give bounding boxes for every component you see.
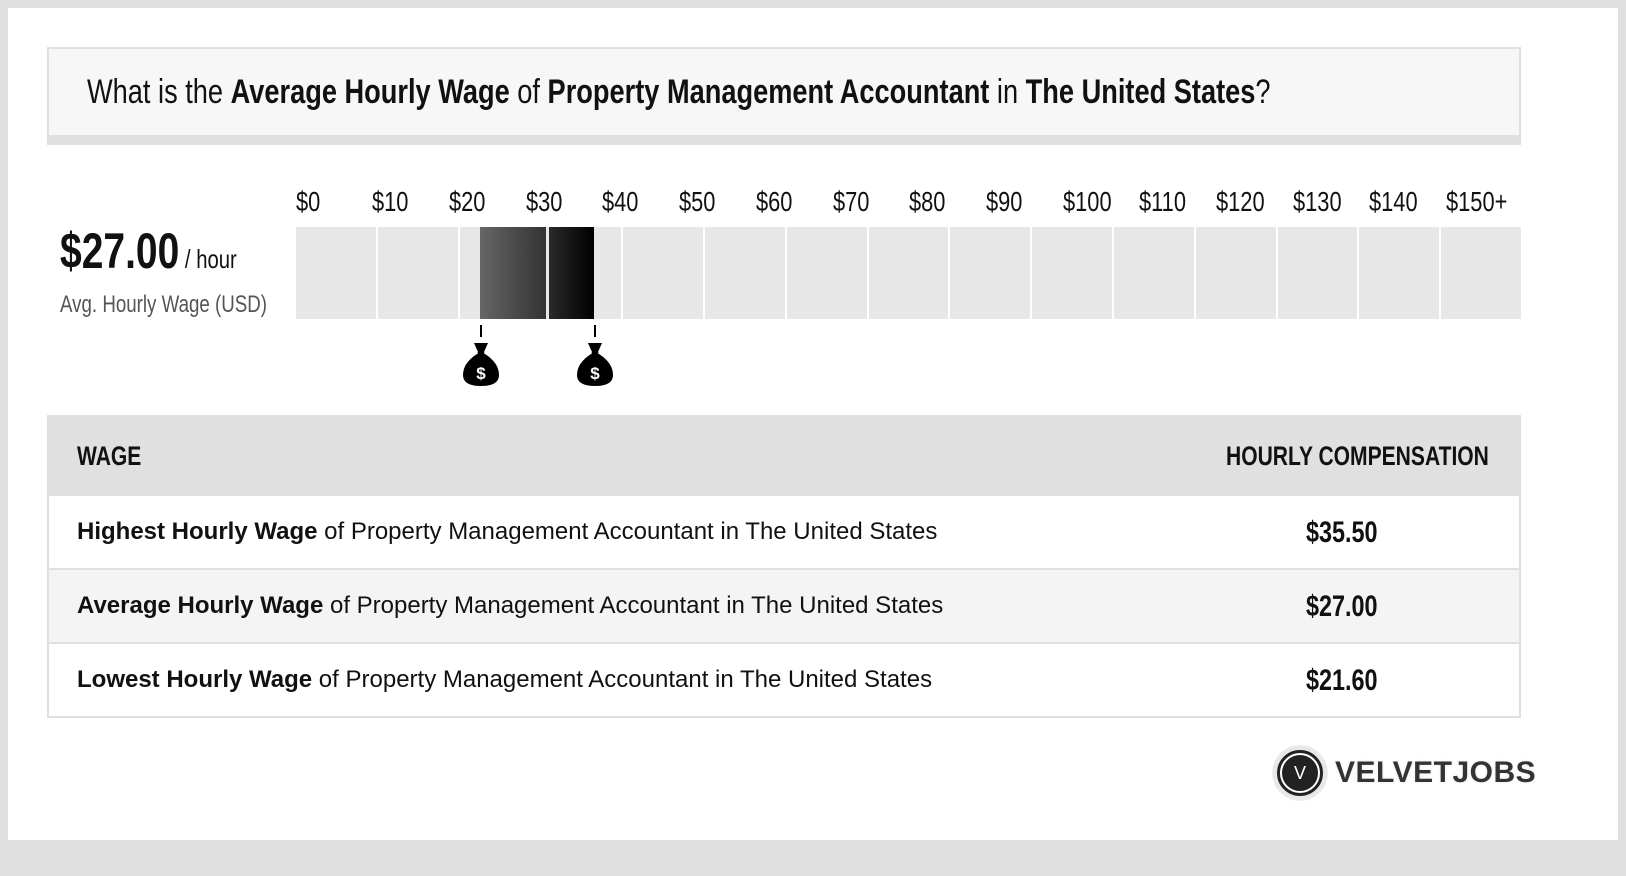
infographic-frame: What is the Average Hourly Wage of Prope…: [8, 8, 1618, 840]
table-header: WAGE HOURLY COMPENSATION: [49, 417, 1519, 494]
scale-tick: $130: [1293, 186, 1342, 217]
scale-tick: $0: [296, 186, 321, 217]
brand-name: VELVETJOBS: [1335, 756, 1537, 789]
scale-tick: $50: [679, 186, 716, 217]
average-wage-value: $27.00 / hour: [60, 223, 237, 279]
scale-tick: $20: [449, 186, 486, 217]
table-row-lowest: Lowest Hourly Wage of Property Managemen…: [49, 642, 1519, 716]
scale-segment: [950, 227, 1031, 319]
average-wage-label: Avg. Hourly Wage (USD): [60, 291, 268, 318]
header-wage: WAGE: [77, 441, 142, 471]
scale-tick: $100: [1063, 186, 1112, 217]
scale-tick: $70: [833, 186, 870, 217]
scale-tick: $30: [526, 186, 563, 217]
scale-tick: $120: [1216, 186, 1265, 217]
row-value: $35.50: [1306, 516, 1378, 549]
table-row-average: Average Hourly Wage of Property Manageme…: [49, 568, 1519, 642]
row-value: $27.00: [1306, 590, 1378, 623]
scale-segment: [623, 227, 703, 319]
title-box: What is the Average Hourly Wage of Prope…: [47, 47, 1521, 145]
row-label: Lowest Hourly Wage of Property Managemen…: [77, 666, 933, 693]
scale-segment: [1114, 227, 1194, 319]
wage-range-bar: $ $: [296, 227, 1521, 386]
table-row-highest: Highest Hourly Wage of Property Manageme…: [49, 494, 1519, 568]
scale-tick: $80: [909, 186, 946, 217]
logo-badge-icon: V: [1273, 746, 1327, 800]
wage-table: WAGE HOURLY COMPENSATION Highest Hourly …: [47, 415, 1521, 718]
scale-segment: [868, 227, 949, 319]
scale-segment: [1359, 227, 1440, 319]
svg-text:$: $: [590, 364, 600, 383]
scale-segment: [1195, 227, 1276, 319]
scale-segment: [377, 227, 458, 319]
page-title: What is the Average Hourly Wage of Prope…: [87, 73, 1271, 111]
velvetjobs-logo[interactable]: V VELVETJOBS: [1273, 745, 1536, 801]
scale-ticks: $0 $10 $20 $30 $40 $50 $60 $70 $80 $90 $100 $110 $12…: [296, 186, 1526, 226]
scale-segment: [786, 227, 867, 319]
row-value: $21.60: [1306, 664, 1378, 697]
scale-segment: [1032, 227, 1112, 319]
scale-tick: $60: [756, 186, 793, 217]
scale-segment: [296, 227, 376, 319]
money-bag-icon: $: [461, 341, 501, 387]
row-label: Average Hourly Wage of Property Manageme…: [77, 592, 944, 619]
average-wage: $27.00 / hour: [60, 222, 287, 280]
marker-low: [480, 325, 482, 337]
range-low-to-average: [480, 227, 546, 319]
money-bag-icon: $: [575, 341, 615, 387]
scale-tick: $140: [1369, 186, 1418, 217]
scale-tick: $150+: [1446, 186, 1508, 217]
scale-segment: [1441, 227, 1521, 319]
scale-tick: $90: [986, 186, 1023, 217]
scale-segment: [1277, 227, 1358, 319]
row-label: Highest Hourly Wage of Property Manageme…: [77, 518, 938, 545]
range-average-to-high: [549, 227, 594, 319]
scale-tick: $110: [1139, 186, 1186, 217]
scale-segment: [705, 227, 785, 319]
marker-high: [594, 325, 596, 337]
scale-tick: $40: [602, 186, 639, 217]
svg-text:$: $: [476, 364, 486, 383]
scale-tick: $10: [372, 186, 409, 217]
header-compensation: HOURLY COMPENSATION: [1226, 441, 1489, 471]
